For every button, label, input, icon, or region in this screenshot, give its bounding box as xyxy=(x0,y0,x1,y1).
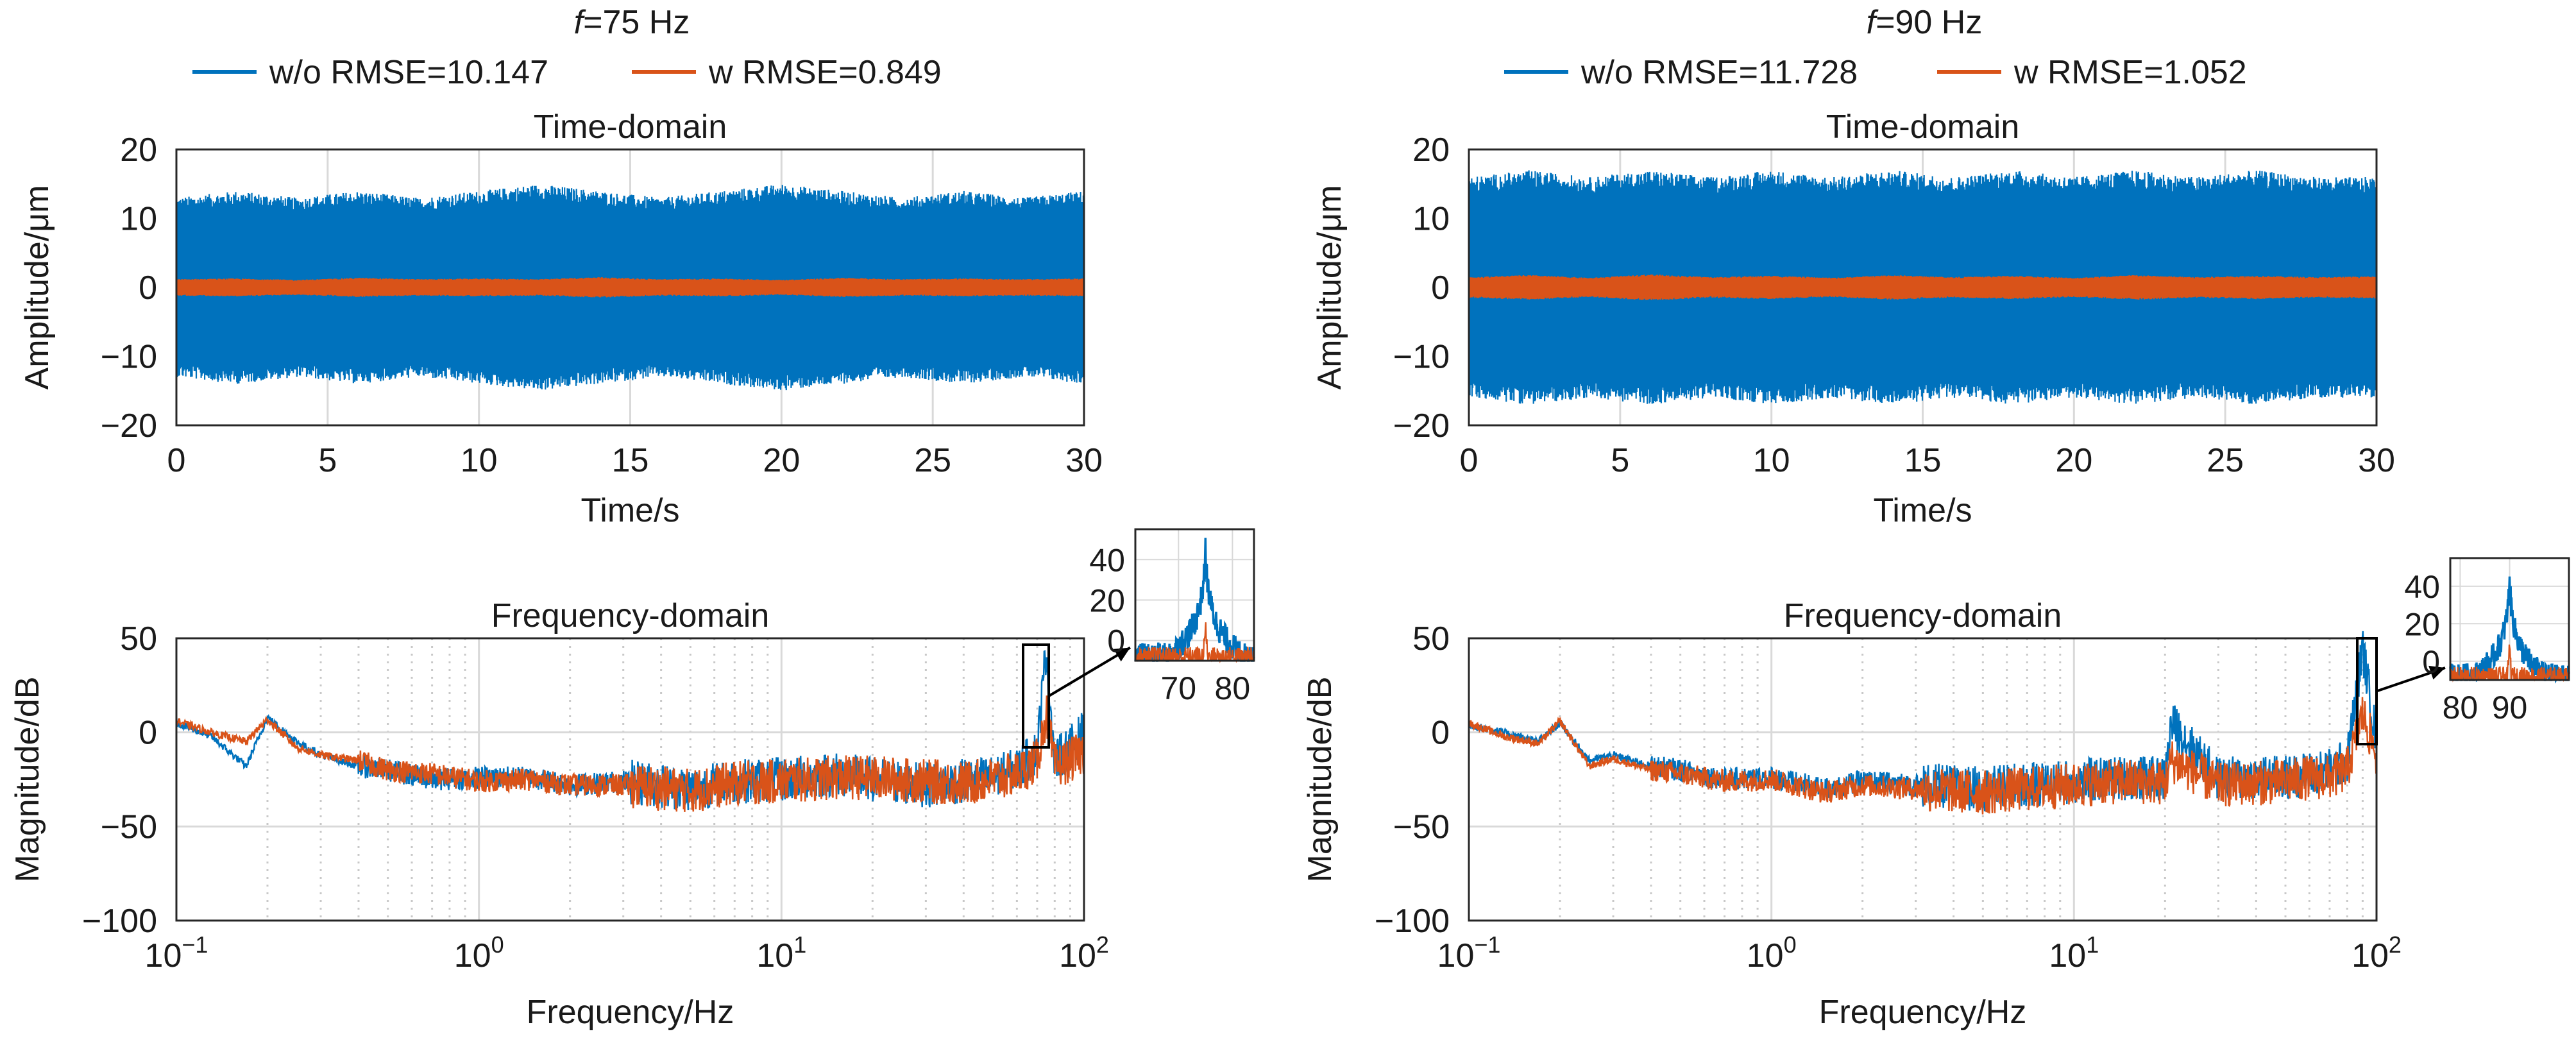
inset-y-tick-label: 40 xyxy=(1089,542,1125,578)
y-tick-label: −50 xyxy=(101,808,157,845)
y-tick-label: −100 xyxy=(1375,903,1450,940)
series-line-w xyxy=(1468,697,2378,815)
inset-x-tick-label: 90 xyxy=(2492,690,2528,726)
inset-frame xyxy=(1134,528,1255,662)
plot-title: Time-domain xyxy=(1826,108,2020,146)
inset-y-tick-label: 20 xyxy=(1089,582,1125,618)
frequency-title: f=75 Hz xyxy=(574,4,690,41)
series-line-w xyxy=(175,277,1085,298)
legend-label-without: w/o RMSE=11.728 xyxy=(1580,54,1858,91)
x-tick-label: 20 xyxy=(2055,442,2092,479)
axes-frame xyxy=(175,637,1085,922)
frequency-title: f=90 Hz xyxy=(1867,4,1983,41)
legend-label-without: w/o RMSE=10.147 xyxy=(269,54,548,91)
x-tick-label: 0 xyxy=(167,442,186,479)
x-tick-label: 100 xyxy=(454,931,504,974)
y-tick-label: −50 xyxy=(1393,808,1450,845)
plot-title: Frequency-domain xyxy=(491,597,770,634)
x-tick-label: 0 xyxy=(1460,442,1479,479)
x-tick-label: 25 xyxy=(914,442,951,479)
zoom-arrow-head xyxy=(1114,647,1130,662)
y-tick-label: 0 xyxy=(139,269,157,307)
x-tick-label: 101 xyxy=(756,931,806,974)
x-tick-label: 102 xyxy=(1059,931,1109,974)
legend-label-with: w RMSE=0.849 xyxy=(708,54,942,91)
x-tick-label: 10−1 xyxy=(145,931,208,974)
plot-title: Frequency-domain xyxy=(1784,597,2062,634)
legend-label-with: w RMSE=1.052 xyxy=(2013,54,2247,91)
x-tick-label: 15 xyxy=(612,442,649,479)
series-line-w xyxy=(175,695,1085,812)
frequency-domain-plot: 10−1 100 101 102 −100 −50 0 50 Frequency-domain F… xyxy=(1301,557,2570,1031)
plot-title: Time-domain xyxy=(534,108,727,146)
y-tick-label: −20 xyxy=(101,407,157,445)
x-tick-label: 5 xyxy=(1611,442,1629,479)
inset-x-tick-label: 80 xyxy=(2443,690,2479,726)
inset-y-tick-label: 20 xyxy=(2404,606,2440,642)
time-domain-plot: 0 5 10 15 20 25 30 −20 −10 0 10 20 Time-domain Time/s… xyxy=(1311,108,2395,529)
y-axis-label: Magnitude/dB xyxy=(9,677,46,883)
frequency-domain-plot: 10−1 100 101 102 −100 −50 0 50 Frequency-domain F… xyxy=(9,528,1255,1031)
y-tick-label: −10 xyxy=(101,339,157,376)
inset-series-line xyxy=(2449,644,2570,683)
x-axis-label: Time/s xyxy=(1873,492,1972,529)
x-tick-label: 10 xyxy=(1753,442,1790,479)
y-tick-label: −10 xyxy=(1393,339,1450,376)
inset-x-tick-label: 70 xyxy=(1160,670,1196,706)
panel-header-right: f=90 Hz w/o RMSE=11.728 w RMSE=1.052 xyxy=(1504,4,2247,91)
y-tick-label: 20 xyxy=(1412,132,1450,169)
y-tick-label: 0 xyxy=(1431,715,1450,752)
x-tick-label: 20 xyxy=(763,442,800,479)
x-tick-label: 100 xyxy=(1747,931,1797,974)
inset-y-tick-label: 40 xyxy=(2404,569,2440,605)
zoom-arrow-head xyxy=(2428,665,2445,680)
y-axis-label: Amplitude/μm xyxy=(1311,185,1348,390)
axes-frame xyxy=(1468,148,2378,427)
axes-frame xyxy=(175,148,1085,427)
x-tick-label: 25 xyxy=(2207,442,2244,479)
inset-plot: 70 80 0 20 40 xyxy=(1089,528,1255,706)
y-tick-label: −100 xyxy=(82,903,157,940)
y-tick-label: −20 xyxy=(1393,407,1450,445)
y-axis-label: Magnitude/dB xyxy=(1301,677,1339,883)
x-tick-label: 5 xyxy=(318,442,337,479)
y-tick-label: 10 xyxy=(1412,201,1450,238)
x-tick-label: 101 xyxy=(2049,931,2099,974)
x-axis-label: Time/s xyxy=(580,492,679,529)
axes-frame xyxy=(1468,637,2378,922)
y-tick-label: 0 xyxy=(1431,269,1450,307)
y-tick-label: 0 xyxy=(139,715,157,752)
y-tick-label: 10 xyxy=(120,201,157,238)
x-tick-label: 15 xyxy=(1904,442,1942,479)
inset-x-tick-label: 80 xyxy=(1215,670,1251,706)
y-axis-label: Amplitude/μm xyxy=(19,185,56,390)
x-tick-label: 30 xyxy=(1065,442,1103,479)
x-tick-label: 10 xyxy=(461,442,498,479)
y-tick-label: 50 xyxy=(120,620,157,658)
x-axis-label: Frequency/Hz xyxy=(1819,994,2027,1031)
series-line-w xyxy=(1468,274,2378,300)
x-tick-label: 10−1 xyxy=(1437,931,1501,974)
series-line-wo xyxy=(175,185,1085,391)
inset-frame xyxy=(2449,557,2570,681)
charts: 0 5 10 15 20 25 30−20−1001020Time-domainTime/s… xyxy=(9,108,2570,1031)
inset-y-tick-label: 0 xyxy=(2422,644,2440,680)
x-tick-label: 102 xyxy=(2351,931,2402,974)
y-tick-label: 50 xyxy=(1412,620,1450,658)
panel-header-left: f=75 Hz w/o RMSE=10.147 w RMSE=0.849 xyxy=(192,4,942,91)
x-tick-label: 30 xyxy=(2358,442,2395,479)
inset-y-tick-label: 0 xyxy=(1107,623,1125,659)
zoom-arrow xyxy=(1047,646,1131,697)
series-line-wo xyxy=(1468,170,2378,404)
x-axis-label: Frequency/Hz xyxy=(527,994,734,1031)
y-tick-label: 20 xyxy=(120,132,157,169)
time-domain-plot: 0 5 10 15 20 25 30 −20 −10 0 10 20 Time-domain Time/s… xyxy=(19,108,1103,529)
